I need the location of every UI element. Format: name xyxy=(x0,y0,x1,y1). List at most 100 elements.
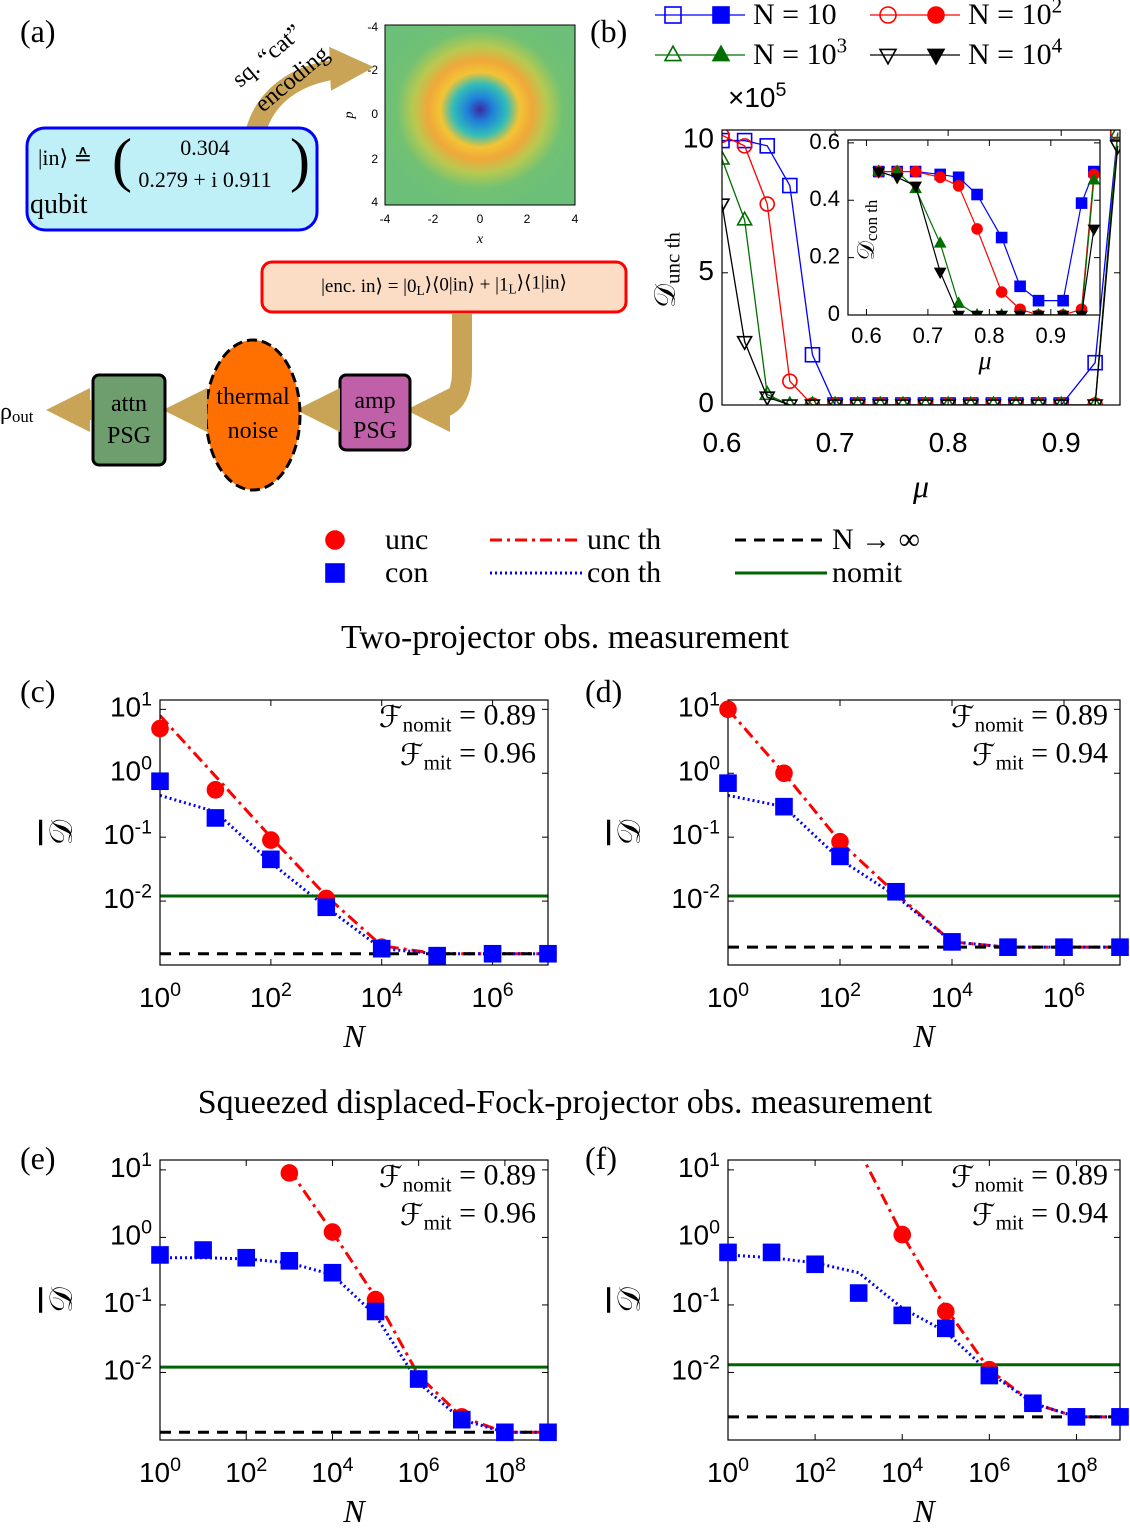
annotation: ℱmit = 0.94 xyxy=(972,1196,1108,1234)
marker xyxy=(758,391,776,405)
axes-frame xyxy=(847,139,1101,316)
axes-frame xyxy=(721,129,1121,406)
marker xyxy=(736,335,753,351)
plot-area xyxy=(722,130,1120,405)
axes-frame xyxy=(727,699,1121,966)
attn-box xyxy=(91,373,167,467)
marker xyxy=(1014,280,1026,293)
legend-label: N = 10 xyxy=(753,0,837,31)
paren: ) xyxy=(290,127,310,193)
x-tick: 0 xyxy=(477,212,484,226)
marker xyxy=(712,6,730,24)
x-tick-label: 100 xyxy=(139,979,181,1013)
marker xyxy=(781,399,799,405)
marker xyxy=(1055,938,1073,956)
marker xyxy=(872,167,886,179)
marker xyxy=(719,700,737,719)
legend-label: N = 103 xyxy=(753,33,847,71)
marker xyxy=(1087,354,1103,371)
y-tick-label: 101 xyxy=(678,689,720,723)
legend-label: N = 102 xyxy=(968,0,1062,31)
y-tick-label: 100 xyxy=(110,1217,152,1251)
amp-label: PSG xyxy=(353,418,397,444)
marker xyxy=(831,847,849,866)
x-tick-label: 0.7 xyxy=(913,323,944,348)
x-tick-label: 102 xyxy=(794,1454,836,1488)
marker xyxy=(1056,310,1070,315)
marker xyxy=(1010,395,1022,405)
section-title: Squeezed displaced-Fock-projector obs. m… xyxy=(198,1084,933,1121)
x-axis-label: μ xyxy=(912,468,929,504)
marker xyxy=(409,1370,428,1388)
y-axis-label: 𝒟 xyxy=(43,819,79,845)
y-tick-label: 10-2 xyxy=(103,880,152,914)
marker xyxy=(1075,310,1088,315)
marker xyxy=(1057,294,1069,307)
marker xyxy=(952,296,965,308)
y-tick-label: 10-2 xyxy=(671,880,720,914)
legend-label: nomit xyxy=(832,556,903,589)
marker xyxy=(762,1243,781,1262)
marker xyxy=(980,1366,999,1385)
x-tick-label: 102 xyxy=(225,1454,267,1488)
marker xyxy=(893,1225,912,1244)
plot-area xyxy=(872,164,1100,315)
x-tick-label: 102 xyxy=(250,979,292,1013)
noise-label: thermal xyxy=(216,384,290,410)
marker xyxy=(897,395,909,405)
y-tick-label: 101 xyxy=(110,1149,152,1183)
plot-area xyxy=(160,714,548,956)
diagram: (a) -4 -2 0 2 4 -4 -2 0 2 4 x p sq. “cat… xyxy=(0,13,628,492)
marker xyxy=(206,809,225,827)
marker xyxy=(722,132,730,149)
marker xyxy=(736,210,753,226)
marker xyxy=(952,310,965,315)
y-axis-label: 𝒟 xyxy=(611,819,647,845)
y-tick-label: 10-1 xyxy=(671,817,720,851)
x-axis-label: N xyxy=(342,1018,366,1054)
wigner-map xyxy=(384,24,576,206)
x-tick-label: 0.6 xyxy=(851,323,882,348)
x-tick-label: 108 xyxy=(484,1454,526,1488)
annotation: ℱnomit = 0.89 xyxy=(379,1158,536,1196)
marker xyxy=(323,1263,342,1282)
legend-label: unc xyxy=(385,523,428,556)
marker xyxy=(428,946,446,965)
x-tick-label: 100 xyxy=(707,1454,749,1488)
y-tick-label: 0.2 xyxy=(809,243,840,268)
inset-y-label: 𝒟con th xyxy=(854,199,881,260)
y-tick-label: 100 xyxy=(678,1217,720,1251)
x-tick: -2 xyxy=(428,212,439,226)
marker xyxy=(875,395,886,405)
panel-label: (d) xyxy=(585,673,622,709)
marker xyxy=(965,395,976,405)
marker xyxy=(1067,1408,1086,1426)
marker xyxy=(933,267,947,280)
series-line xyxy=(160,1256,548,1434)
marker xyxy=(539,1423,557,1442)
marker xyxy=(806,1255,824,1274)
marker xyxy=(722,130,730,144)
marker xyxy=(719,1243,737,1262)
x-axis-label: N xyxy=(912,1493,936,1529)
encoded-state: |enc. in⟩ = |0L⟩⟨0|in⟩ + |1L⟩⟨1|in⟩ xyxy=(321,273,567,298)
y-tick-label: 5 xyxy=(698,255,714,286)
wigner-xlabel: x xyxy=(476,232,484,247)
marker xyxy=(194,1241,212,1259)
y-axis-label: 𝒟unc th xyxy=(649,232,684,308)
marker xyxy=(939,399,957,405)
marker xyxy=(920,395,931,405)
y-tick-label: 101 xyxy=(110,689,152,723)
marker xyxy=(970,310,984,315)
panel-label: (b) xyxy=(590,13,627,49)
y-tick-label: 10-1 xyxy=(671,1284,720,1318)
annotation: ℱmit = 0.94 xyxy=(972,736,1108,774)
flow-arrow xyxy=(406,314,472,432)
marker xyxy=(1013,310,1027,315)
x-tick-label: 106 xyxy=(398,1454,440,1488)
p-tick: -2 xyxy=(367,63,378,77)
panel-label: (e) xyxy=(20,1140,56,1176)
y-tick-label: 10 xyxy=(683,123,714,154)
marker xyxy=(936,1319,955,1338)
amp-label: amp xyxy=(354,388,395,414)
